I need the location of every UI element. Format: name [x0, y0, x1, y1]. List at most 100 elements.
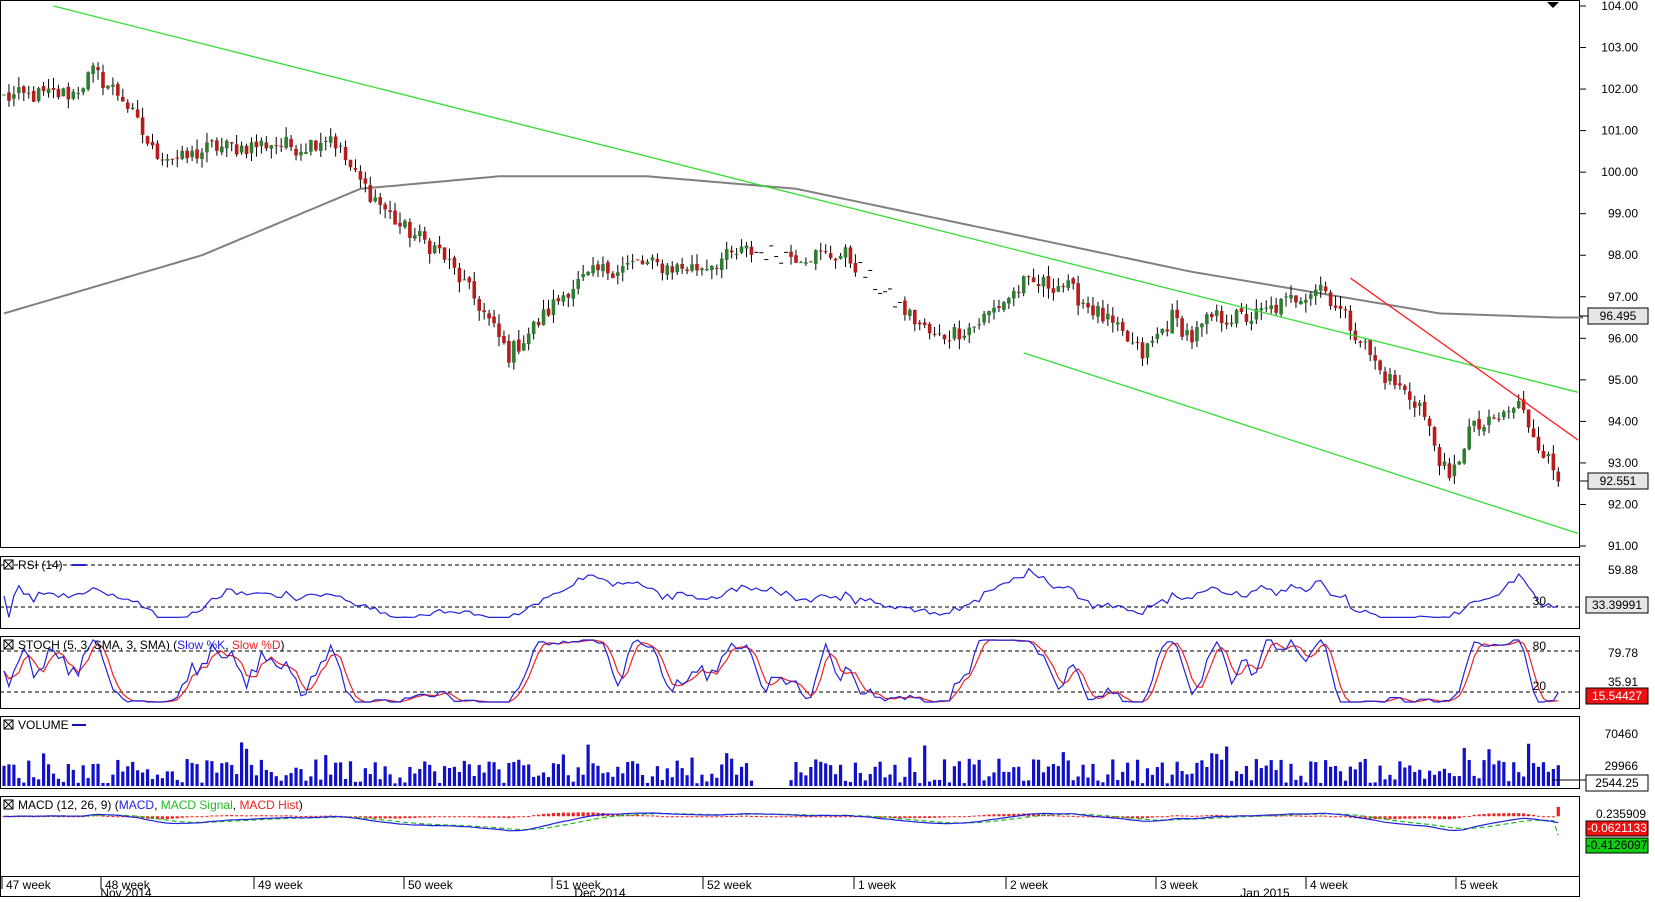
- volume-bar: [388, 774, 392, 786]
- macd-hist-bar: [180, 816, 184, 818]
- macd-hist-bar: [472, 816, 476, 818]
- price-tick-label: 98.00: [1608, 248, 1638, 262]
- macd-hist-bar: [809, 816, 813, 818]
- volume-bar: [655, 766, 659, 786]
- macd-hist-bar: [1284, 815, 1288, 817]
- macd-hist-bar: [111, 816, 115, 818]
- volume-bar: [804, 775, 808, 786]
- candle-body: [1210, 314, 1214, 318]
- volume-bar: [735, 774, 739, 786]
- macd-hist-bar: [1140, 816, 1145, 819]
- volume-bar: [1150, 774, 1154, 786]
- macd-hist-bar: [754, 816, 758, 818]
- macd-hist-bar: [220, 815, 224, 817]
- macd-hist-bar: [1522, 813, 1526, 817]
- candle-body: [56, 88, 61, 98]
- macd-hist-bar: [393, 816, 397, 819]
- volume-bar: [1527, 743, 1531, 786]
- candle-body: [61, 88, 66, 97]
- candle-body: [210, 140, 214, 142]
- macd-hist-bar: [1428, 816, 1432, 819]
- volume-bar: [675, 760, 679, 786]
- candle-body: [611, 273, 615, 278]
- macd-hist-bar: [705, 816, 709, 818]
- candle-body: [521, 343, 526, 351]
- candle-body: [437, 244, 442, 249]
- macd-hist-bar: [1368, 816, 1372, 819]
- rsi-close-icon[interactable]: [3, 559, 14, 570]
- volume-bar: [1056, 766, 1060, 786]
- macd-hist-bar: [101, 815, 105, 817]
- volume-bar: [834, 774, 838, 786]
- candle-body: [581, 274, 585, 278]
- volume-bar: [373, 762, 377, 786]
- volume-bar: [235, 774, 239, 786]
- macd-hist-bar: [1036, 814, 1041, 817]
- price-tick-label: 103.00: [1601, 41, 1638, 55]
- macd-hist-bar: [779, 816, 783, 818]
- candle-body: [1492, 417, 1496, 419]
- volume-bar: [952, 766, 956, 786]
- volume-bar: [749, 780, 754, 786]
- volume-bar: [447, 767, 452, 786]
- candlestick-series: [2, 62, 1561, 487]
- macd-hist-bar: [230, 815, 234, 817]
- volume-bar: [591, 763, 595, 786]
- candle-body: [1447, 463, 1452, 479]
- macd-hist-bar: [170, 816, 174, 819]
- volume-bar: [131, 761, 135, 786]
- candle-body: [447, 258, 452, 260]
- macd-close-icon[interactable]: [3, 799, 14, 810]
- macd-hist-bar: [413, 816, 417, 819]
- candle-body: [111, 84, 115, 87]
- volume-bar: [858, 772, 862, 786]
- volume-bar: [1447, 773, 1451, 786]
- week-label: 2 week: [1010, 878, 1049, 892]
- macd-hist-bar: [636, 814, 640, 817]
- macd-hist-bar: [843, 816, 848, 818]
- macd-hist-bar: [725, 816, 729, 818]
- candle-body: [1061, 286, 1066, 288]
- macd-hist-bar: [838, 816, 843, 818]
- macd-hist-bar: [210, 815, 214, 817]
- volume-bar: [160, 778, 164, 786]
- volume-close-icon[interactable]: [3, 719, 14, 730]
- macd-hist-bar: [918, 816, 922, 819]
- macd-hist-bar: [1012, 813, 1016, 817]
- stoch-close-icon[interactable]: [3, 639, 14, 650]
- rsi-current-label: 33.39991: [1592, 598, 1642, 612]
- volume-bar: [170, 771, 174, 786]
- candle-body: [76, 93, 81, 95]
- volume-bar: [324, 755, 328, 786]
- macd-hist-bar: [116, 816, 120, 818]
- scroll-marker-icon[interactable]: [1547, 2, 1559, 8]
- volume-bar: [111, 774, 115, 786]
- volume-bar: [1437, 771, 1442, 786]
- candle-body: [1016, 291, 1021, 293]
- candle-body: [46, 88, 51, 93]
- candle-body: [1452, 464, 1457, 477]
- macd-hist-bar: [492, 816, 496, 818]
- volume-bar: [848, 781, 853, 786]
- candle-body: [2, 94, 6, 96]
- volume-bar: [566, 775, 570, 786]
- macd-hist-bar: [1541, 816, 1546, 818]
- volume-bar: [309, 776, 313, 786]
- macd-hist-bar: [452, 816, 457, 818]
- volume-bar: [1101, 782, 1105, 786]
- volume-bar: [1135, 759, 1140, 786]
- candle-body: [1328, 292, 1333, 306]
- volume-bar: [532, 776, 536, 786]
- candle-body: [269, 145, 274, 149]
- volume-bar: [1284, 782, 1288, 786]
- candle-body: [1511, 408, 1516, 413]
- candle-body: [1432, 427, 1437, 446]
- candle-body: [1507, 411, 1511, 413]
- candle-body: [1556, 471, 1561, 482]
- candle-body: [962, 335, 967, 338]
- volume-bar: [1358, 762, 1362, 786]
- macd-hist-bar: [537, 814, 541, 817]
- volume-bar: [433, 771, 437, 786]
